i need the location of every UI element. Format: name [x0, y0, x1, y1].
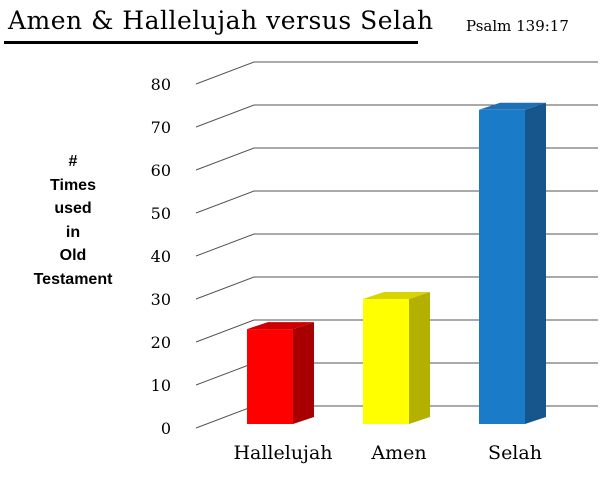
- bar: [247, 329, 293, 424]
- y-tick-label: 30: [151, 290, 171, 309]
- y-tick-label: 80: [151, 75, 171, 94]
- y-tick-label: 60: [151, 161, 171, 180]
- y-axis-label-line: in: [65, 223, 81, 241]
- bar-side: [525, 102, 546, 425]
- x-category-label: Selah: [488, 442, 542, 464]
- bar-side: [293, 322, 314, 424]
- y-axis-label-line: Old: [59, 247, 87, 264]
- bar: [363, 299, 409, 424]
- y-axis-label-line: #: [68, 153, 78, 170]
- x-category-label: Amen: [370, 442, 426, 464]
- x-category-label: Hallelujah: [233, 442, 332, 464]
- y-tick-label: 0: [161, 419, 171, 438]
- chart-title: Amen & Hallelujah versus Selah: [8, 6, 434, 35]
- gridline: [195, 104, 598, 128]
- bar: [479, 109, 525, 425]
- y-axis-label-line: Testament: [33, 270, 113, 288]
- y-axis-label-line: used: [54, 200, 92, 217]
- bar-top: [247, 322, 314, 330]
- y-tick-label: 20: [151, 333, 171, 352]
- y-tick-label: 70: [151, 118, 171, 137]
- gridline: [195, 61, 598, 85]
- y-tick-label: 10: [151, 376, 171, 395]
- y-axis-label-line: Times: [50, 176, 96, 194]
- bar-top: [479, 102, 546, 110]
- bar-top: [363, 292, 430, 299]
- y-tick-label: 50: [151, 204, 171, 223]
- y-tick-label: 40: [151, 247, 171, 266]
- scripture-reference: Psalm 139:17: [466, 17, 569, 35]
- bar-side: [409, 292, 430, 424]
- y-axis-label: # Times used in Old Testament: [18, 150, 128, 291]
- title-underline: [4, 41, 418, 44]
